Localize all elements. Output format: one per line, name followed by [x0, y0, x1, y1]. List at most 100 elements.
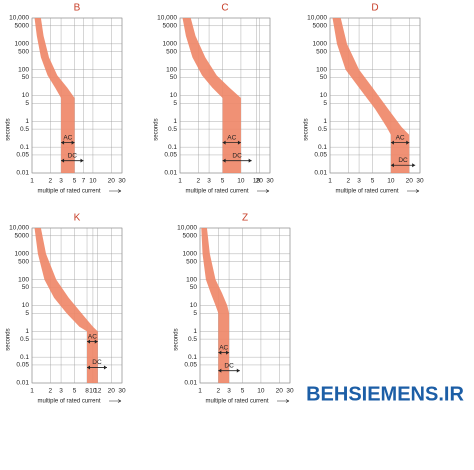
y-tick-label: 0.01: [16, 380, 29, 387]
x-tick-label: 5: [221, 178, 225, 185]
y-tick-label: 0.1: [188, 354, 197, 361]
watermark: BEHSIEMENS.IR: [306, 383, 464, 405]
axis-arrow: [407, 189, 420, 193]
annotation-label: AC: [63, 134, 72, 141]
y-tick-label: 10,000: [9, 225, 29, 232]
x-tick-label: 1: [178, 178, 182, 185]
x-tick-label: 2: [217, 388, 221, 395]
x-tick-label: 3: [59, 388, 63, 395]
chart-title: Z: [242, 213, 248, 224]
y-axis-label: seconds: [6, 328, 12, 350]
y-tick-label: 5: [25, 310, 29, 317]
annotation-label: AC: [396, 134, 405, 141]
y-tick-label: 100: [166, 66, 177, 73]
x-tick-label: 20: [256, 178, 264, 185]
y-tick-label: 100: [186, 276, 197, 283]
arrow-head: [87, 339, 98, 344]
x-tick-label: 2: [197, 178, 201, 185]
y-tick-label: 1000: [313, 41, 328, 48]
chart-title: B: [74, 3, 81, 14]
x-tick-label: 30: [416, 178, 424, 185]
trip-band: [332, 18, 410, 173]
y-tick-label: 100: [316, 66, 327, 73]
y-tick-label: 0.05: [184, 362, 197, 369]
annotation-label: DC: [68, 152, 78, 159]
chart-title: D: [371, 3, 378, 14]
y-tick-label: 5000: [313, 22, 328, 29]
x-tick-label: 30: [286, 388, 294, 395]
y-tick-label: 0.5: [318, 126, 327, 133]
arrow-head: [61, 140, 75, 145]
y-tick-label: 10,000: [9, 15, 29, 22]
axis-arrow: [277, 399, 290, 403]
y-axis-label: seconds: [304, 118, 310, 140]
chart-title: C: [221, 3, 228, 14]
x-tick-label: 5: [371, 178, 375, 185]
y-tick-label: 1000: [15, 251, 30, 258]
y-tick-label: 5: [323, 100, 327, 107]
y-tick-label: 500: [186, 258, 197, 265]
y-tick-label: 100: [18, 66, 29, 73]
y-tick-label: 0.1: [318, 144, 327, 151]
x-tick-label: 2: [49, 178, 53, 185]
axis-arrow: [257, 189, 270, 193]
y-tick-label: 0.5: [20, 126, 29, 133]
y-tick-label: 10,000: [307, 15, 327, 22]
y-tick-label: 10,000: [177, 225, 197, 232]
x-tick-label: 7: [82, 178, 86, 185]
y-tick-label: 1: [323, 118, 327, 125]
x-tick-label: 10: [387, 178, 395, 185]
y-tick-label: 1000: [163, 41, 178, 48]
arrow-head: [222, 158, 252, 163]
y-tick-label: 5000: [163, 22, 178, 29]
y-tick-label: 5: [193, 310, 197, 317]
y-axis-label: seconds: [174, 328, 180, 350]
x-tick-label: 2: [49, 388, 53, 395]
y-tick-label: 1: [173, 118, 177, 125]
x-tick-label: 1: [198, 388, 202, 395]
x-tick-label: 10: [257, 388, 265, 395]
y-tick-label: 10: [22, 302, 30, 309]
y-tick-label: 5000: [15, 22, 30, 29]
x-tick-label: 3: [59, 178, 63, 185]
x-tick-label: 30: [118, 178, 126, 185]
axis-arrow: [109, 189, 122, 193]
y-tick-label: 0.05: [16, 362, 29, 369]
trip-band: [201, 228, 230, 383]
y-tick-label: 0.05: [314, 152, 327, 159]
trip-band: [34, 18, 75, 173]
chart-title: K: [74, 213, 81, 224]
y-axis-label: seconds: [154, 118, 160, 140]
x-tick-label: 12: [94, 388, 102, 395]
y-tick-label: 10: [190, 302, 198, 309]
x-tick-label: 3: [227, 388, 231, 395]
y-tick-label: 50: [320, 74, 328, 81]
x-tick-label: 20: [406, 178, 414, 185]
y-tick-label: 0.1: [168, 144, 177, 151]
trip-band: [34, 228, 98, 383]
y-tick-label: 1: [25, 118, 29, 125]
x-tick-label: 20: [276, 388, 284, 395]
x-tick-label: 5: [73, 388, 77, 395]
x-tick-label: 1: [328, 178, 332, 185]
y-tick-label: 500: [166, 48, 177, 55]
trip-band: [182, 18, 241, 173]
y-tick-label: 50: [22, 284, 30, 291]
y-tick-label: 10: [170, 92, 178, 99]
y-tick-label: 500: [316, 48, 327, 55]
y-tick-label: 10: [22, 92, 30, 99]
y-tick-label: 100: [18, 276, 29, 283]
x-axis-label: multiple of rated current: [335, 189, 398, 195]
y-tick-label: 1: [193, 328, 197, 335]
annotation-label: AC: [219, 344, 228, 351]
y-tick-label: 0.1: [20, 144, 29, 151]
x-tick-label: 10: [89, 388, 97, 395]
arrow-head: [390, 163, 416, 168]
y-axis-label: seconds: [6, 118, 12, 140]
x-tick-label: 2: [347, 178, 351, 185]
x-tick-label: 1: [30, 388, 34, 395]
y-tick-label: 10,000: [157, 15, 177, 22]
x-tick-label: 18: [253, 178, 261, 185]
y-tick-label: 0.01: [16, 170, 29, 177]
y-tick-label: 5000: [15, 232, 30, 239]
